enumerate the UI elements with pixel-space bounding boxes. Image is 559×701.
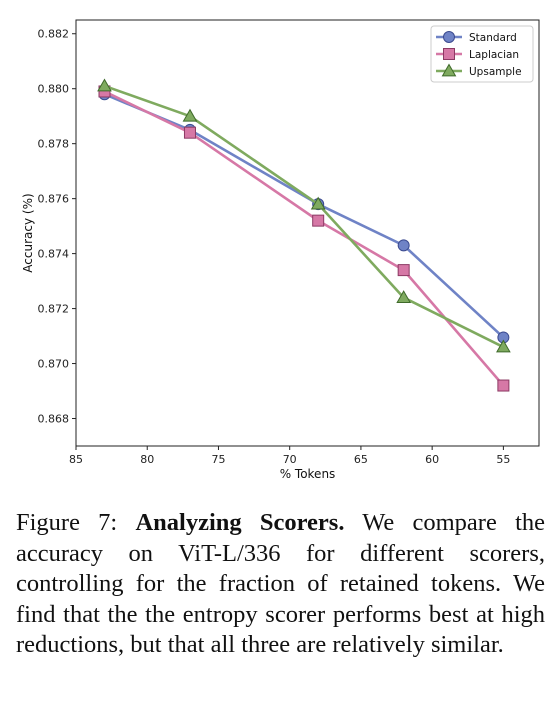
- x-tick-label: 60: [425, 453, 439, 466]
- y-tick-label: 0.876: [38, 193, 70, 206]
- legend-marker: [443, 48, 455, 60]
- series-line: [104, 84, 504, 349]
- legend-label: Laplacian: [469, 49, 519, 61]
- x-axis-ticks: 85 80 75 70 65 60 55: [69, 446, 510, 466]
- data-point: [397, 264, 410, 277]
- legend: Standard Laplacian Upsample: [430, 25, 534, 83]
- caption-label: Figure 7:: [16, 509, 118, 536]
- y-axis-ticks: 0.868 0.870 0.872 0.874 0.876 0.878 0.880 0.882: [38, 28, 76, 426]
- legend-label: Upsample: [469, 66, 522, 78]
- series-standard: [98, 88, 510, 344]
- series-line: [103, 90, 505, 387]
- legend-label: Standard: [469, 32, 517, 44]
- series-laplacian: [98, 85, 510, 392]
- x-tick-label: 85: [69, 453, 83, 466]
- y-tick-label: 0.882: [38, 28, 70, 41]
- legend-marker: [443, 31, 455, 43]
- data-point: [396, 290, 412, 303]
- legend-box: [430, 25, 534, 83]
- y-tick-label: 0.878: [38, 138, 70, 151]
- data-point: [497, 379, 510, 392]
- x-tick-label: 75: [211, 453, 225, 466]
- figure-caption: Figure 7: Analyzing Scorers. We compare …: [16, 508, 545, 661]
- caption-body: We compare the accuracy on ViT-L/336 for…: [16, 509, 545, 658]
- data-point: [183, 126, 196, 139]
- x-tick-label: 55: [496, 453, 510, 466]
- data-point: [310, 196, 326, 210]
- legend-marker: [441, 63, 457, 77]
- series-line: [103, 93, 505, 339]
- x-axis-title: % Tokens: [280, 467, 336, 481]
- data-point: [182, 108, 198, 122]
- x-tick-label: 65: [354, 453, 368, 466]
- y-tick-label: 0.880: [38, 83, 70, 96]
- data-point: [496, 339, 511, 353]
- caption-title: Analyzing Scorers.: [135, 509, 345, 536]
- accuracy-line-chart: 0.868 0.870 0.872 0.874 0.876 0.878 0.880 0.882…: [21, 19, 540, 481]
- y-tick-label: 0.868: [38, 413, 70, 426]
- x-tick-label: 70: [283, 453, 297, 466]
- data-point: [97, 78, 112, 92]
- series-layer: [97, 78, 511, 392]
- y-axis-title: Accuracy (%): [21, 193, 35, 272]
- data-point: [397, 239, 410, 252]
- data-point: [312, 214, 325, 227]
- y-tick-label: 0.874: [38, 248, 70, 261]
- y-tick-label: 0.872: [38, 303, 70, 316]
- plot-frame: [75, 19, 540, 447]
- y-tick-label: 0.870: [38, 358, 70, 371]
- watermark: ⠀⠀⠀⠀⠀⠀⠀⠀⠀⠀⠀⠀⠀⠀⠀⠀⠀⠀⠀⠀⠀⠀⠀: [410, 677, 559, 688]
- x-tick-label: 80: [140, 453, 154, 466]
- series-upsample: [97, 78, 511, 353]
